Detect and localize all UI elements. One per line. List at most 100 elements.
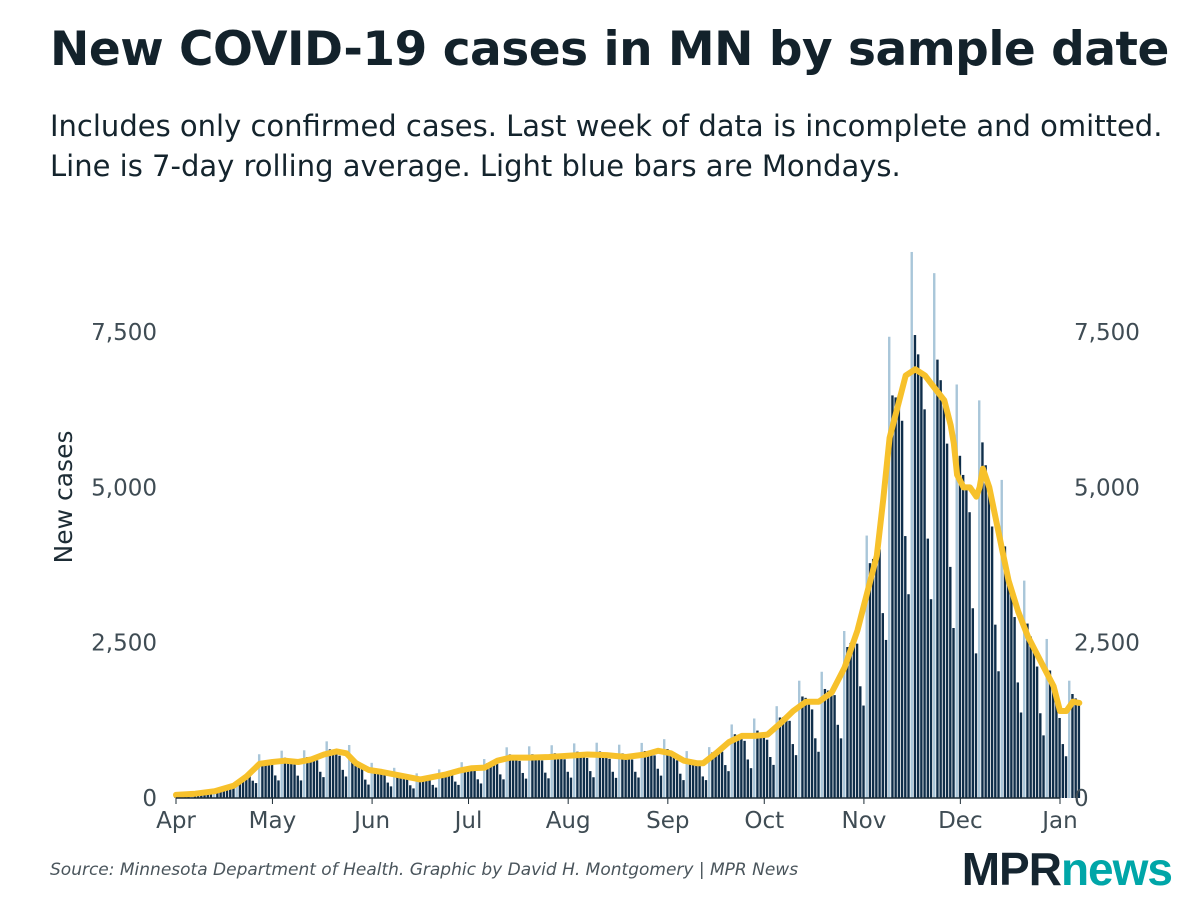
bar [958,455,962,798]
bar [968,512,971,798]
bar [1003,546,1007,798]
bar [1010,590,1013,798]
bar [563,759,566,798]
bar [492,762,496,798]
bar [309,757,312,798]
bar [1055,698,1058,798]
bar [319,771,322,798]
bar [293,764,296,798]
bar [277,780,280,798]
bar [399,774,402,798]
bar [952,628,955,798]
bar [624,755,627,798]
bar [238,779,242,798]
bar [608,758,611,798]
bar [846,647,849,798]
bar [743,740,746,798]
logo-news: news [1060,843,1173,895]
bar [405,778,409,798]
bar [315,760,319,798]
bar-monday [820,671,823,798]
bar-monday [460,762,463,798]
bar [1013,617,1016,798]
bar [749,768,753,798]
bar [759,732,762,798]
bar [601,753,605,798]
bar-monday [685,751,688,798]
bar [364,779,367,798]
bar [412,788,415,798]
bar [335,751,338,798]
x-axis: Apr May Jun Jul Aug Sep Oct Nov Dec Jan [156,798,1078,834]
bar [974,653,978,798]
bar [386,782,389,798]
bar [1039,713,1042,798]
bar [868,563,872,798]
bar [270,764,274,798]
bar [621,753,624,798]
bar [425,778,428,798]
bar [556,754,560,798]
bar [1035,666,1039,798]
bar-monday [280,750,283,798]
bar [344,776,348,798]
bar [524,778,528,798]
bar [1074,698,1077,798]
y-tick-right: 0 [1074,786,1089,812]
bar [1032,648,1036,798]
x-tick-label: Jan [1040,808,1077,834]
bar [457,784,460,798]
bar [450,774,454,798]
mpr-news-logo: MPRnews [962,843,1173,895]
bar [801,696,804,798]
bar [1029,636,1032,798]
bar [646,751,650,798]
bar [1026,623,1029,798]
bar-monday [753,718,756,798]
bar [402,776,406,798]
bar [833,695,836,798]
bar [942,400,946,798]
bar-monday [1045,638,1048,798]
x-tick-label: Jun [352,808,390,834]
bar [675,760,679,798]
bar [961,474,965,798]
bar-monday [550,745,553,798]
bar [283,757,287,798]
bar [672,755,676,798]
bar [357,764,361,798]
bar [322,777,325,798]
bar [981,442,984,798]
bar [418,777,422,798]
bar [987,487,991,798]
x-tick-label: Oct [744,808,784,834]
bar [383,774,386,798]
bar [380,771,383,798]
bar-monday [573,743,576,798]
bar [274,775,277,798]
bar [949,566,952,798]
bar [1064,756,1068,798]
bar [306,757,309,798]
bar [566,771,569,798]
bar-monday [212,791,216,798]
bar-monday [527,746,531,798]
bar [585,757,589,798]
bar-monday [415,773,418,798]
bar [695,763,698,798]
bar [913,335,917,798]
bar [441,773,444,798]
bar [720,751,724,798]
bar [740,735,743,798]
bar [544,772,547,798]
bar [466,767,470,798]
bar [772,764,775,798]
bar [614,777,618,798]
bar-monday [888,336,891,798]
bar-monday [663,739,666,798]
bar [206,792,209,798]
bar [788,720,791,798]
bar [222,787,226,798]
bar [605,755,608,798]
